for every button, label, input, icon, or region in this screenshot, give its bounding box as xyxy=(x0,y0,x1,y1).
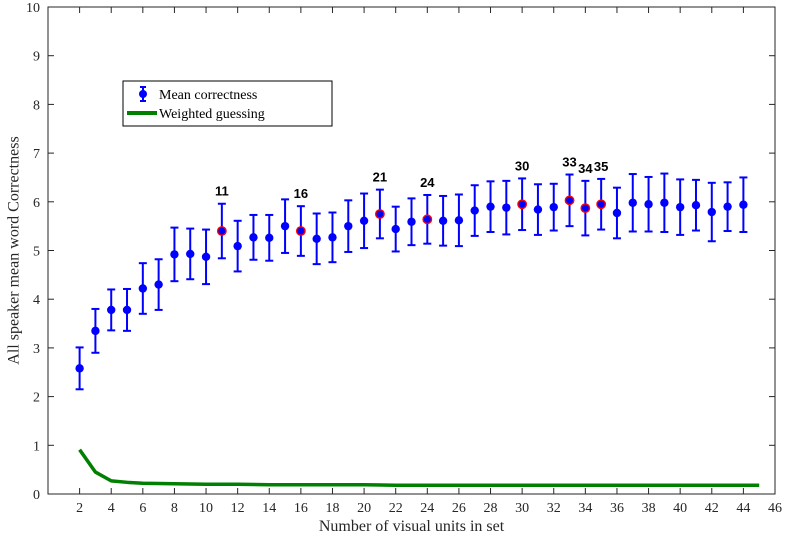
data-point xyxy=(723,202,732,211)
data-point-highlighted xyxy=(295,226,306,236)
legend-label-guessing: Weighted guessing xyxy=(159,107,265,122)
plot-area: 11 16 21 24 30 33 34 35 xyxy=(75,155,760,487)
data-point xyxy=(201,252,211,262)
data-point xyxy=(675,202,685,212)
x-tick-label: 2 xyxy=(76,501,83,516)
data-point xyxy=(707,207,716,217)
y-tick-label: 8 xyxy=(33,98,40,113)
annotation-label: 30 xyxy=(515,158,529,173)
data-point xyxy=(691,201,701,210)
data-point xyxy=(280,221,290,231)
x-tick-label: 8 xyxy=(171,501,178,516)
x-tick-label: 40 xyxy=(673,501,687,516)
annotation-label: 33 xyxy=(562,155,576,170)
data-point xyxy=(739,200,748,209)
legend-label-mean: Mean correctness xyxy=(159,88,257,103)
x-tick-label: 42 xyxy=(705,501,719,516)
x-tick-label: 16 xyxy=(294,501,308,516)
x-tick-label: 10 xyxy=(199,501,213,516)
data-point xyxy=(328,233,337,242)
data-point xyxy=(359,216,369,225)
data-point-highlighted xyxy=(564,195,575,206)
x-tick-label: 12 xyxy=(231,501,245,516)
x-tick-label: 28 xyxy=(484,501,498,516)
annotation-label: 35 xyxy=(594,159,608,174)
data-point xyxy=(249,233,258,242)
data-point xyxy=(107,305,116,315)
legend-box xyxy=(122,80,333,127)
y-axis-label: All speaker mean word Correctness xyxy=(6,136,23,364)
data-point xyxy=(91,326,100,336)
data-point xyxy=(628,198,637,207)
x-tick-label: 22 xyxy=(389,501,403,516)
x-tick-label: 6 xyxy=(139,501,146,516)
data-point xyxy=(660,198,669,207)
x-tick-label: 32 xyxy=(547,501,561,516)
y-tick-label: 6 xyxy=(33,196,40,211)
legend: Mean correctness Weighted guessing xyxy=(122,80,333,127)
data-point-highlighted xyxy=(374,209,385,219)
data-point-highlighted xyxy=(216,226,227,236)
data-point xyxy=(407,217,416,226)
annotation-label: 11 xyxy=(215,184,229,199)
x-tick-label: 26 xyxy=(452,501,466,516)
x-axis-label: Number of visual units in set xyxy=(319,518,505,535)
data-point xyxy=(312,234,321,244)
x-tick-label: 24 xyxy=(420,501,434,516)
y-tick-label: 0 xyxy=(33,488,40,503)
data-point xyxy=(138,284,148,293)
y-tick-label: 1 xyxy=(33,439,40,454)
x-tick-label: 14 xyxy=(262,501,276,516)
x-tick-label: 30 xyxy=(515,501,529,516)
data-point xyxy=(391,224,400,234)
x-tick-label: 36 xyxy=(610,501,624,516)
annotation-label: 16 xyxy=(294,186,308,201)
x-tick-label: 46 xyxy=(768,501,782,516)
x-tick-label: 34 xyxy=(578,501,592,516)
y-tick-label: 9 xyxy=(33,50,40,65)
data-point xyxy=(486,202,495,211)
y-tick-label: 10 xyxy=(26,1,40,16)
x-tick-label: 20 xyxy=(357,501,371,516)
data-point xyxy=(186,249,195,259)
data-point xyxy=(170,250,179,259)
annotation-label: 34 xyxy=(578,161,593,176)
data-point-highlighted xyxy=(580,203,591,214)
data-point xyxy=(612,208,622,218)
data-point xyxy=(265,233,274,243)
data-point xyxy=(75,364,84,373)
y-tick-label: 3 xyxy=(33,342,40,357)
data-point xyxy=(344,221,353,231)
data-point xyxy=(533,205,543,214)
data-point xyxy=(470,206,479,215)
data-point-highlighted xyxy=(517,199,528,210)
x-tick-label: 4 xyxy=(108,501,115,516)
data-point xyxy=(438,216,448,225)
y-tick-label: 5 xyxy=(33,245,40,260)
legend-marker-icon xyxy=(139,90,147,98)
data-point xyxy=(154,280,163,289)
data-point xyxy=(549,202,558,212)
y-tick-label: 2 xyxy=(33,391,40,406)
axis-ticks: 2 4 6 8 10 12 14 16 18 20 22 24 26 28 30 32 34 36 38 40 42 44… xyxy=(26,1,782,516)
data-point xyxy=(454,216,464,225)
annotation-label: 24 xyxy=(420,175,435,190)
data-point xyxy=(233,241,242,251)
x-tick-label: 44 xyxy=(736,501,750,516)
data-point xyxy=(122,305,132,315)
x-tick-label: 38 xyxy=(642,501,656,516)
x-tick-label: 18 xyxy=(325,501,339,516)
data-point xyxy=(502,203,511,212)
data-point-highlighted xyxy=(596,199,607,210)
y-tick-label: 4 xyxy=(33,293,40,308)
data-point xyxy=(644,200,653,209)
y-tick-label: 7 xyxy=(33,147,40,162)
series-line-weighted-guessing xyxy=(78,448,760,487)
data-point-highlighted xyxy=(422,214,433,225)
annotation-label: 21 xyxy=(373,170,387,185)
